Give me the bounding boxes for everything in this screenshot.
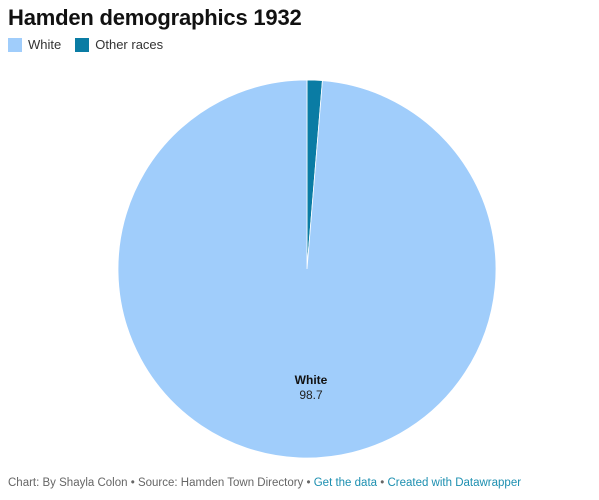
created-with-datawrapper-link[interactable]: Created with Datawrapper	[387, 477, 522, 489]
legend-label-white: White	[28, 37, 62, 52]
chart-title: Hamden demographics 1932	[8, 5, 302, 30]
legend-item-white: White	[8, 37, 61, 52]
get-the-data-link[interactable]: Get the data	[313, 477, 378, 489]
legend-swatch-other-races	[75, 37, 90, 52]
footer-source: Source: Hamden Town Directory	[137, 477, 304, 489]
footer-separator: •	[303, 477, 314, 489]
pie-chart: White 98.7	[117, 79, 497, 459]
legend-label-other-races: Other races	[95, 37, 164, 52]
pie-slice-white[interactable]	[117, 79, 497, 459]
footer-separator: •	[377, 477, 388, 489]
footer-separator: •	[127, 477, 138, 489]
slice-label-white-category: White	[295, 373, 328, 387]
chart-footer: Chart: By Shayla Colon • Source: Hamden …	[8, 477, 521, 489]
legend-item-other-races: Other races	[75, 37, 163, 52]
slice-label-white-value: 98.7	[299, 388, 323, 402]
footer-credit: Chart: By Shayla Colon	[8, 477, 128, 489]
legend-swatch-white	[8, 37, 22, 52]
chart-legend: White Other races	[8, 37, 177, 52]
